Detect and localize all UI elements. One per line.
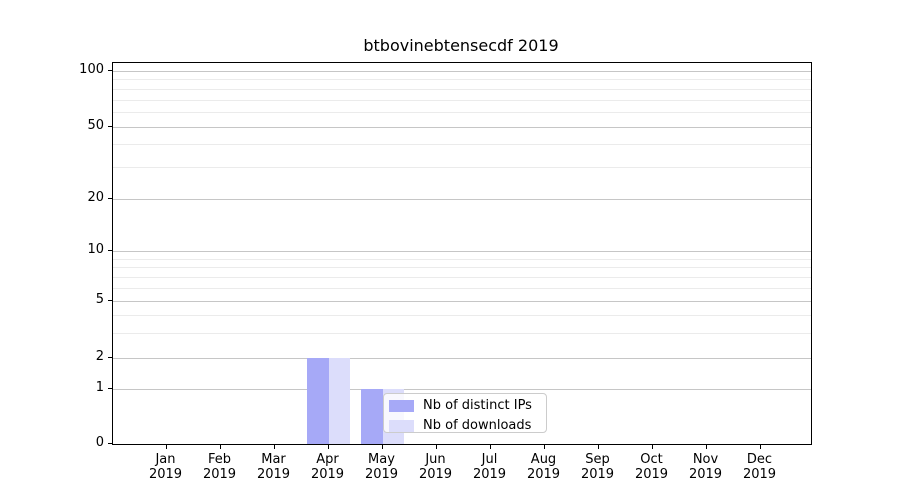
x-tick-year-nov: 2019 [688, 467, 723, 482]
x-tick-feb [219, 445, 221, 449]
x-tick-year-feb: 2019 [202, 467, 237, 482]
plot-area [112, 62, 812, 445]
x-tick-year-dec: 2019 [742, 467, 777, 482]
x-tick-month-may: May [368, 452, 395, 467]
x-tick-may [381, 445, 383, 449]
legend: Nb of distinct IPs Nb of downloads [383, 393, 547, 433]
y-gridline-1 [113, 389, 811, 390]
x-tick-year-may: 2019 [364, 467, 399, 482]
y-tick-label-20: 20 [87, 189, 104, 205]
x-tick-jul [489, 445, 491, 449]
x-tick-label-feb: Feb 2019 [190, 452, 250, 482]
x-tick-month-jun: Jun [425, 452, 446, 467]
y-gridline-minor-3 [113, 332, 811, 334]
y-gridline-minor-6 [113, 287, 811, 289]
x-tick-year-oct: 2019 [634, 467, 669, 482]
y-tick-1 [108, 388, 112, 389]
y-gridline-minor-7 [113, 276, 811, 278]
bar-may-distinct-ips [361, 389, 383, 444]
y-gridline-10 [113, 251, 811, 252]
bar-apr-distinct-ips [307, 358, 329, 444]
x-tick-year-mar: 2019 [256, 467, 291, 482]
x-tick-month-dec: Dec [746, 452, 773, 467]
x-tick-dec [759, 445, 761, 449]
x-tick-month-sep: Sep [585, 452, 610, 467]
x-tick-label-sep: Sep 2019 [568, 452, 628, 482]
bar-apr-downloads [328, 358, 350, 444]
y-gridline-minor-80 [113, 88, 811, 90]
legend-item-downloads: Nb of downloads [389, 417, 546, 434]
x-tick-label-mar: Mar 2019 [244, 452, 304, 482]
x-tick-month-jan: Jan [155, 452, 176, 467]
y-gridline-5 [113, 300, 811, 302]
y-tick-2 [108, 357, 112, 358]
y-tick-label-50: 50 [87, 117, 104, 133]
y-tick-5 [108, 299, 112, 301]
x-tick-jan [165, 445, 167, 449]
x-tick-label-jan: Jan 2019 [136, 452, 196, 482]
y-gridline-100 [113, 71, 811, 72]
x-tick-oct [651, 445, 653, 449]
y-gridline-20 [113, 198, 811, 200]
y-gridline-minor-8 [113, 266, 811, 268]
x-tick-month-oct: Oct [640, 452, 663, 467]
x-tick-year-aug: 2019 [526, 467, 561, 482]
y-gridline-minor-90 [113, 79, 811, 81]
x-tick-month-jul: Jul [481, 452, 498, 467]
y-gridline-minor-30 [113, 166, 811, 168]
x-tick-label-oct: Oct 2019 [622, 452, 682, 482]
legend-swatch-distinct-ips [389, 399, 414, 412]
y-tick-label-5: 5 [95, 291, 104, 307]
y-tick-label-100: 100 [79, 62, 104, 77]
y-gridline-minor-9 [113, 258, 811, 260]
legend-swatch-downloads [389, 419, 414, 432]
x-tick-mar [273, 445, 275, 449]
y-gridline-2 [113, 358, 811, 359]
y-tick-label-2: 2 [95, 349, 104, 364]
x-tick-month-feb: Feb [207, 452, 232, 467]
y-gridline-minor-4 [113, 314, 811, 316]
x-tick-year-sep: 2019 [580, 467, 615, 482]
legend-label-distinct-ips: Nb of distinct IPs [423, 398, 532, 413]
y-gridline-50 [113, 126, 811, 128]
y-gridline-minor-60 [113, 111, 811, 113]
x-tick-label-dec: Dec 2019 [730, 452, 790, 482]
x-tick-month-aug: Aug [530, 452, 557, 467]
y-tick-0 [108, 443, 112, 444]
y-gridline-minor-70 [113, 99, 811, 101]
y-tick-20 [108, 197, 112, 199]
legend-item-distinct-ips: Nb of distinct IPs [389, 397, 546, 414]
y-tick-label-10: 10 [87, 242, 104, 257]
x-tick-jun [435, 445, 437, 449]
x-tick-year-jan: 2019 [148, 467, 183, 482]
x-tick-month-apr: Apr [316, 452, 339, 467]
chart-title: btbovinebtensecdf 2019 [363, 36, 559, 55]
x-tick-label-apr: Apr 2019 [298, 452, 358, 482]
x-tick-label-may: May 2019 [352, 452, 412, 482]
y-tick-label-1: 1 [95, 380, 104, 395]
x-tick-label-nov: Nov 2019 [676, 452, 736, 482]
x-tick-nov [705, 445, 707, 449]
x-tick-month-nov: Nov [692, 452, 719, 467]
x-tick-aug [543, 445, 545, 449]
y-tick-100 [108, 70, 112, 71]
x-tick-sep [597, 445, 599, 449]
y-gridline-minor-40 [113, 144, 811, 145]
y-tick-10 [108, 250, 112, 251]
x-tick-label-jun: Jun 2019 [406, 452, 466, 482]
x-tick-month-mar: Mar [261, 452, 286, 467]
y-tick-label-0: 0 [95, 435, 104, 450]
x-tick-apr [327, 445, 329, 449]
legend-label-downloads: Nb of downloads [423, 418, 532, 433]
x-tick-year-jul: 2019 [472, 467, 507, 482]
x-tick-year-apr: 2019 [310, 467, 345, 482]
x-tick-label-aug: Aug 2019 [514, 452, 574, 482]
x-tick-year-jun: 2019 [418, 467, 453, 482]
x-tick-label-jul: Jul 2019 [460, 452, 520, 482]
y-tick-50 [108, 125, 112, 127]
